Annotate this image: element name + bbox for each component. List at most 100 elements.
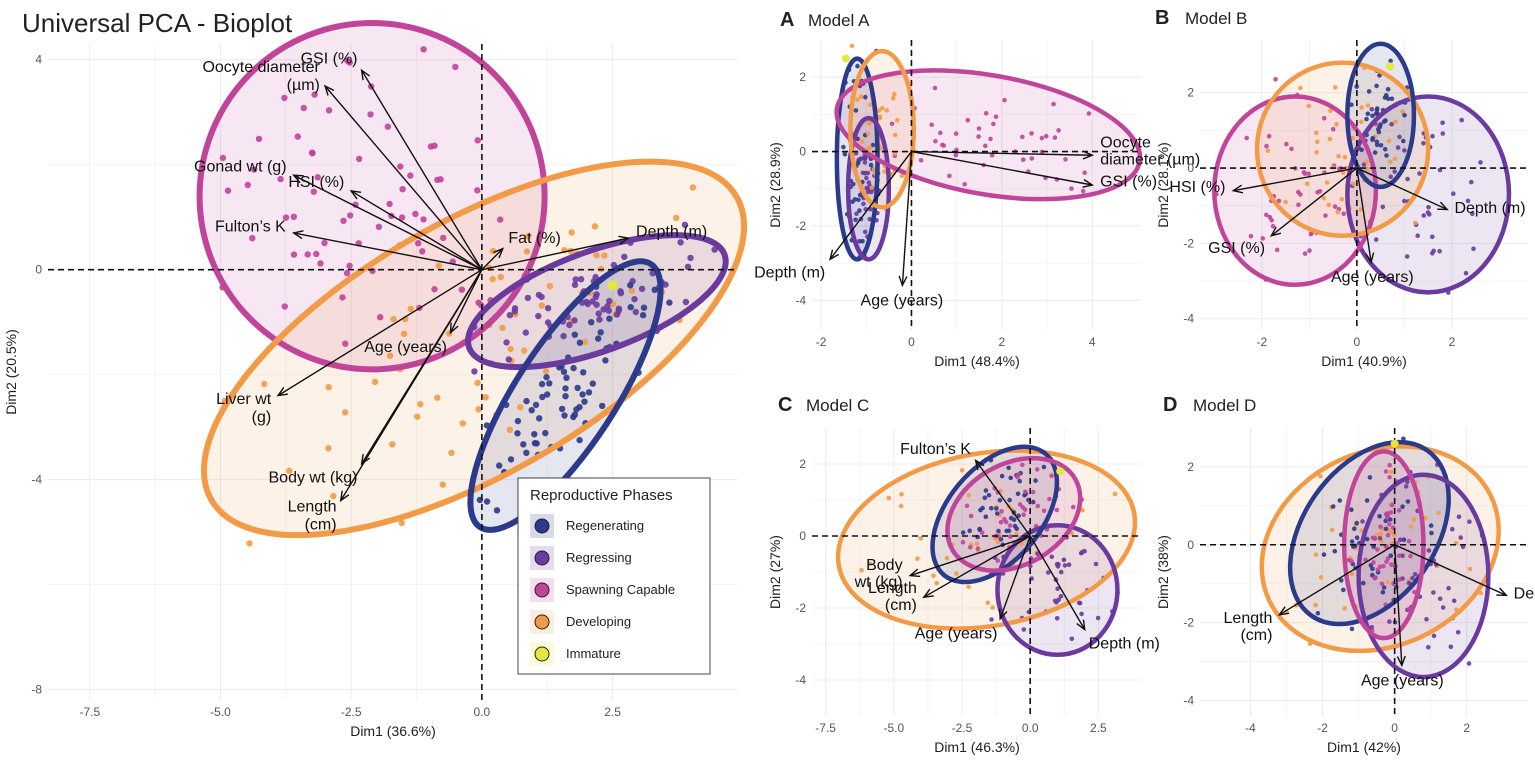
data-point [638,285,646,292]
data-point [918,536,924,541]
data-point [325,445,332,452]
data-point [947,173,952,179]
data-point [544,391,551,398]
data-point [1056,562,1061,567]
loading-arrowhead [339,490,350,503]
loading-arrowhead [1076,619,1086,632]
y-tick-label: 2 [1187,86,1194,100]
data-point [996,528,1001,534]
data-point [974,541,980,547]
data-point [1323,213,1328,218]
data-point [983,111,989,116]
data-point [1298,85,1303,91]
data-point [570,364,577,372]
data-point [964,503,970,509]
data-point [1470,211,1475,216]
y-tick-label: -2 [1183,236,1194,250]
confidence-ellipse [848,48,916,210]
data-point [891,95,896,101]
data-point [882,169,888,174]
data-point [1364,159,1369,165]
data-point [489,275,496,283]
data-point [1033,478,1038,483]
data-point [560,332,567,340]
loading-label: Body wt (kg) [269,470,358,487]
data-point [605,307,612,314]
data-point [1337,498,1343,503]
data-point [342,340,349,347]
data-point [1383,526,1389,532]
data-point [1402,112,1407,118]
data-point [1366,89,1372,94]
data-point [1306,171,1311,177]
data-point [570,413,577,421]
data-point [863,94,868,100]
data-point [300,104,307,112]
data-point [1349,102,1354,107]
confidence-ellipse [834,68,1143,202]
data-point [377,314,384,321]
loading-arrow [901,151,913,286]
data-point [386,200,393,208]
immature-point [841,54,850,63]
loading-arrow [1393,544,1403,666]
data-point [311,91,318,98]
data-point [1045,570,1051,575]
data-point [375,223,383,230]
data-point [1372,575,1378,581]
data-point [1426,548,1432,553]
data-point [1035,503,1041,509]
data-point [1406,580,1412,586]
loading-label: Depth (m) [1454,200,1525,217]
data-point [1385,515,1390,520]
data-point [1396,553,1402,559]
data-point [864,175,869,181]
data-point [325,107,333,114]
data-point [1015,474,1020,480]
data-point [419,248,426,255]
data-point [415,240,422,247]
data-point [662,281,669,288]
loading-arrow [361,69,483,271]
data-point [1304,181,1310,187]
data-point [1385,532,1391,538]
x-tick-label: 2.5 [1090,721,1107,735]
data-point [417,401,424,408]
data-point [1430,234,1435,240]
data-point [400,330,408,337]
data-point [1339,578,1344,583]
data-point [995,539,1001,545]
data-point [865,189,871,195]
x-tick-label: -2.5 [952,721,973,735]
data-point [1330,504,1336,509]
data-point [1440,131,1446,136]
data-point [1341,211,1346,216]
data-point [892,151,898,156]
legend-item-label: Developing [566,614,631,629]
data-point [281,303,288,310]
data-point [1079,550,1085,555]
data-point [499,324,506,331]
data-point [631,296,638,303]
data-point [341,409,349,416]
loading-label: HSI (%) [288,174,344,191]
legend-swatch [534,582,550,598]
loading-arrowhead [1365,252,1375,264]
data-point [673,214,680,222]
data-point [412,210,419,218]
data-point [994,506,999,511]
data-point [585,389,593,396]
data-point [584,300,592,308]
y-tick-label: 0 [35,263,42,277]
x-tick-label: -5.0 [210,705,231,719]
data-point [1389,121,1394,127]
data-point [1317,189,1323,194]
data-point [1342,606,1347,611]
loading-arrow [1356,167,1372,263]
data-point [1372,150,1378,155]
data-point [1458,535,1463,540]
data-point [482,394,489,401]
data-point [538,302,545,309]
data-point [1374,142,1380,148]
data-point [531,440,539,447]
